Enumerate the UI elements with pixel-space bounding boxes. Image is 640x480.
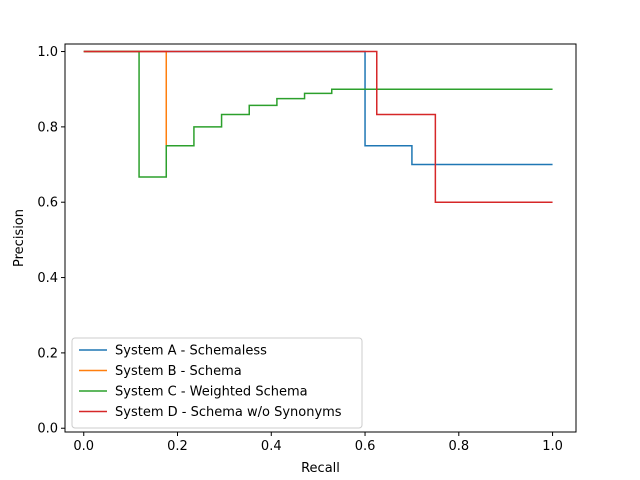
legend-entry: System B - Schema xyxy=(115,364,242,379)
y-tick-label: 0.8 xyxy=(37,120,58,135)
plot-frame xyxy=(64,43,577,433)
x-tick-label: 0.4 xyxy=(261,439,282,454)
y-tick-label: 0.4 xyxy=(37,271,58,286)
y-tick-label: 0.6 xyxy=(37,196,58,211)
legend-entry: System D - Schema w/o Synonyms xyxy=(115,405,342,420)
legend: System A - Schemaless System B - Schema Sy… xyxy=(71,337,363,429)
x-axis-label: Recall xyxy=(301,461,340,476)
legend-entry: System C - Weighted Schema xyxy=(115,385,308,400)
legend-entry: System A - Schemaless xyxy=(115,344,267,359)
x-tick-label: 0.2 xyxy=(167,439,188,454)
series-line-3 xyxy=(83,50,553,178)
y-axis-label: Precision xyxy=(12,209,27,267)
y-tick-label: 0.0 xyxy=(37,422,58,437)
legend-box xyxy=(71,337,363,429)
y-tick-label: 0.2 xyxy=(37,346,58,361)
series-line-4 xyxy=(83,50,553,203)
x-tick-label: 0.0 xyxy=(73,439,94,454)
y-axis: 0.0 0.2 0.4 0.6 0.8 1.0 xyxy=(37,45,65,437)
x-tick-label: 0.8 xyxy=(448,439,469,454)
x-tick-label: 0.6 xyxy=(355,439,376,454)
plot-lines xyxy=(83,50,553,203)
x-tick-label: 1.0 xyxy=(542,439,563,454)
y-tick-label: 1.0 xyxy=(37,45,58,60)
x-axis: 0.0 0.2 0.4 0.6 0.8 1.0 xyxy=(73,432,563,454)
